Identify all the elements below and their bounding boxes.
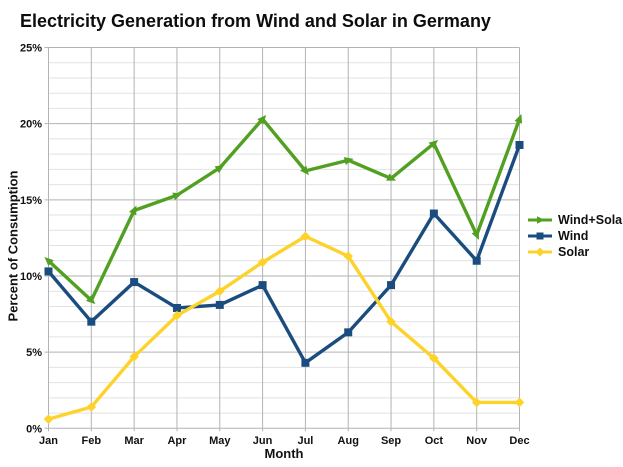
data-point-marker-arrow — [129, 205, 137, 216]
series-line-wind-solar — [46, 117, 522, 303]
x-axis-title: Month — [264, 446, 304, 461]
data-point-marker-square — [301, 358, 310, 367]
legend-item-wind: Wind — [527, 229, 623, 243]
data-point-marker-arrow — [471, 229, 480, 240]
x-tick-label: Aug — [338, 435, 359, 447]
data-point-marker-arrow — [44, 257, 54, 267]
data-point-marker-arrow — [428, 139, 439, 149]
legend-marker-square-icon — [528, 232, 552, 240]
legend-marker-shape — [535, 247, 545, 257]
series-line-solar — [46, 234, 522, 421]
data-point-marker-diamond — [514, 397, 525, 408]
y-tick-label: 20% — [20, 119, 42, 131]
x-tick-label: Apr — [167, 435, 187, 447]
y-tick-label: 25% — [20, 43, 42, 55]
data-point-marker-square — [258, 281, 267, 290]
data-point-marker-square — [429, 209, 438, 218]
y-tick-label: 15% — [20, 195, 42, 207]
x-tick-label: Nov — [466, 435, 488, 447]
data-point-marker-square — [515, 140, 524, 149]
legend-marker-arrow-icon — [528, 216, 552, 224]
x-tick-label: Sep — [381, 435, 401, 447]
data-point-marker-square — [44, 267, 53, 276]
data-point-marker-square — [387, 281, 396, 290]
legend-label: Solar — [558, 245, 590, 259]
legend-marker-diamond-icon — [528, 247, 552, 257]
data-point-marker-diamond — [343, 251, 354, 261]
data-point-marker-diamond — [300, 231, 311, 242]
legend-item-solar: Solar — [527, 245, 623, 259]
data-point-marker-diamond — [257, 257, 268, 268]
data-point-marker-arrow — [214, 164, 225, 174]
x-tick-label: Oct — [425, 435, 444, 447]
data-point-marker-diamond — [86, 402, 97, 412]
legend: Wind+Solar Wind Solar — [527, 213, 623, 259]
data-point-marker-diamond — [386, 316, 396, 327]
x-tick-label: Dec — [509, 435, 529, 447]
legend-item-wind-solar: Wind+Solar — [527, 213, 623, 227]
series-line-wind — [46, 143, 522, 365]
data-point-marker-diamond — [429, 353, 439, 364]
y-tick-label: 10% — [20, 271, 42, 283]
data-point-marker-square — [172, 303, 181, 312]
x-tick-label: Jan — [39, 435, 58, 447]
x-tick-label: Jun — [253, 435, 273, 447]
data-point-marker-arrow — [86, 295, 96, 305]
data-point-marker-arrow — [343, 157, 354, 165]
data-point-marker-diamond — [129, 351, 139, 362]
data-point-marker-square — [344, 328, 353, 337]
legend-label: Wind — [558, 229, 589, 243]
y-tick-label: 0% — [26, 423, 42, 435]
data-point-marker-square — [87, 317, 96, 326]
data-point-marker-arrow — [386, 173, 397, 181]
data-point-marker-diamond — [471, 397, 482, 408]
x-tick-label: Jul — [297, 435, 313, 447]
legend-label: Wind+Solar — [558, 213, 623, 227]
data-point-marker-diamond — [214, 286, 225, 297]
x-tick-label: Feb — [82, 435, 102, 447]
data-point-marker-square — [130, 278, 139, 287]
x-tick-label: Mar — [124, 435, 144, 447]
legend-marker-shape — [537, 216, 545, 224]
data-point-marker-square — [472, 256, 481, 265]
data-point-marker-square — [215, 300, 224, 309]
data-point-marker-arrow — [300, 165, 309, 176]
legend-marker-shape — [536, 232, 544, 240]
y-tick-label: 5% — [26, 347, 42, 359]
data-point-marker-arrow — [172, 192, 183, 201]
chart-title: Electricity Generation from Wind and Sol… — [20, 11, 491, 31]
data-point-marker-diamond — [172, 310, 182, 321]
data-point-marker-diamond — [43, 414, 54, 424]
data-point-marker-arrow — [514, 113, 523, 124]
data-point-marker-arrow — [257, 114, 267, 125]
x-tick-label: May — [209, 435, 231, 447]
